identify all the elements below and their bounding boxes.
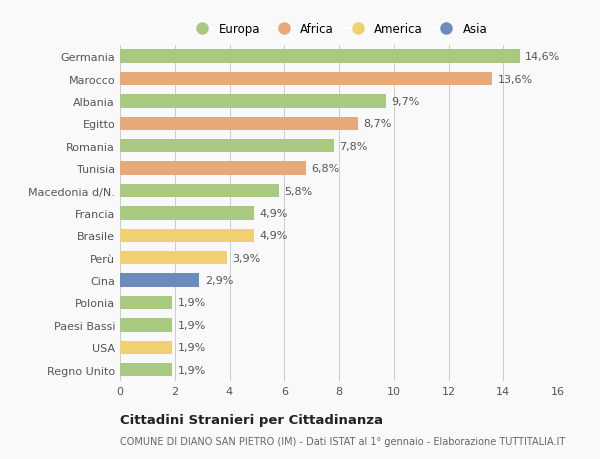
Bar bbox=[120, 341, 172, 354]
Text: 1,9%: 1,9% bbox=[178, 342, 206, 353]
Bar bbox=[120, 229, 254, 242]
Bar bbox=[120, 296, 172, 309]
Text: 1,9%: 1,9% bbox=[178, 320, 206, 330]
Text: 4,9%: 4,9% bbox=[260, 231, 288, 241]
Text: 3,9%: 3,9% bbox=[232, 253, 260, 263]
Bar bbox=[120, 252, 227, 265]
Text: 5,8%: 5,8% bbox=[284, 186, 313, 196]
Bar bbox=[120, 118, 358, 131]
Bar bbox=[120, 140, 334, 153]
Text: 2,9%: 2,9% bbox=[205, 275, 233, 285]
Text: 14,6%: 14,6% bbox=[525, 52, 560, 62]
Bar bbox=[120, 274, 199, 287]
Bar bbox=[120, 73, 493, 86]
Bar bbox=[120, 207, 254, 220]
Text: 13,6%: 13,6% bbox=[498, 74, 533, 84]
Bar bbox=[120, 363, 172, 376]
Text: 6,8%: 6,8% bbox=[311, 164, 340, 174]
Bar bbox=[120, 95, 386, 108]
Text: COMUNE DI DIANO SAN PIETRO (IM) - Dati ISTAT al 1° gennaio - Elaborazione TUTTIT: COMUNE DI DIANO SAN PIETRO (IM) - Dati I… bbox=[120, 436, 565, 446]
Text: 1,9%: 1,9% bbox=[178, 365, 206, 375]
Bar bbox=[120, 50, 520, 64]
Text: 9,7%: 9,7% bbox=[391, 97, 419, 107]
Text: 8,7%: 8,7% bbox=[364, 119, 392, 129]
Bar bbox=[120, 162, 306, 175]
Text: 1,9%: 1,9% bbox=[178, 298, 206, 308]
Legend: Europa, Africa, America, Asia: Europa, Africa, America, Asia bbox=[185, 18, 493, 41]
Bar bbox=[120, 319, 172, 332]
Bar bbox=[120, 185, 279, 198]
Text: Cittadini Stranieri per Cittadinanza: Cittadini Stranieri per Cittadinanza bbox=[120, 413, 383, 426]
Text: 4,9%: 4,9% bbox=[260, 208, 288, 218]
Text: 7,8%: 7,8% bbox=[339, 141, 367, 151]
